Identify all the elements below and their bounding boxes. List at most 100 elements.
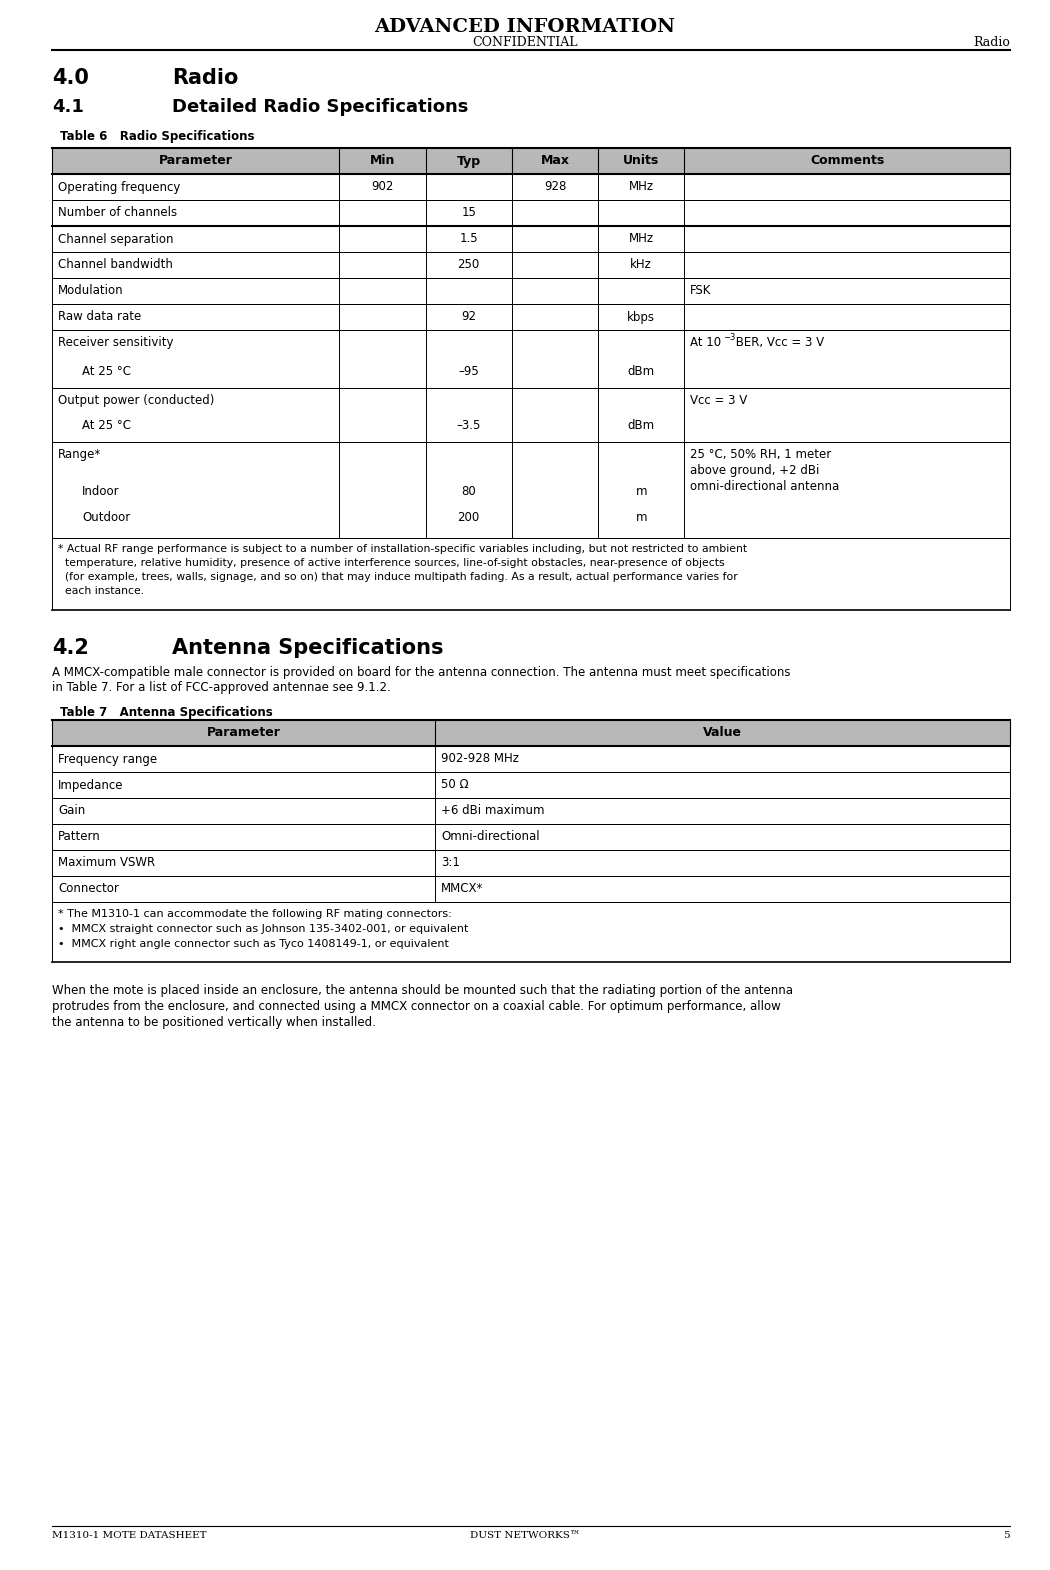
Bar: [52, 226, 1010, 253]
Text: Parameter: Parameter: [159, 154, 233, 168]
Text: 4.0: 4.0: [52, 68, 89, 88]
Text: Parameter: Parameter: [207, 727, 280, 739]
Text: MMCX*: MMCX*: [441, 882, 484, 895]
Text: 200: 200: [458, 510, 480, 524]
Text: Number of channels: Number of channels: [58, 207, 177, 220]
Text: –95: –95: [459, 364, 479, 378]
Bar: [52, 772, 1010, 798]
Text: (for example, trees, walls, signage, and so on) that may induce multipath fading: (for example, trees, walls, signage, and…: [58, 571, 738, 582]
Text: 50 Ω: 50 Ω: [441, 779, 469, 791]
Text: Radio: Radio: [973, 36, 1010, 49]
Text: 25 °C, 50% RH, 1 meter: 25 °C, 50% RH, 1 meter: [690, 447, 832, 462]
Text: •  MMCX right angle connector such as Tyco 1408149-1, or equivalent: • MMCX right angle connector such as Tyc…: [58, 939, 449, 948]
Text: Receiver sensitivity: Receiver sensitivity: [58, 336, 173, 349]
Text: Vcc = 3 V: Vcc = 3 V: [690, 394, 748, 407]
Text: CONFIDENTIAL: CONFIDENTIAL: [472, 36, 578, 49]
Text: BER, Vcc = 3 V: BER, Vcc = 3 V: [732, 336, 824, 349]
Text: Modulation: Modulation: [58, 284, 124, 297]
Text: Output power (conducted): Output power (conducted): [58, 394, 214, 407]
Text: Channel bandwidth: Channel bandwidth: [58, 259, 173, 272]
Text: Frequency range: Frequency range: [58, 752, 158, 766]
Bar: [52, 174, 1010, 199]
Bar: [52, 199, 1010, 226]
Text: Units: Units: [623, 154, 659, 168]
Text: temperature, relative humidity, presence of active interference sources, line-of: temperature, relative humidity, presence…: [58, 557, 724, 568]
Text: −3: −3: [723, 333, 736, 342]
Bar: [52, 305, 1010, 330]
Text: +6 dBi maximum: +6 dBi maximum: [441, 804, 545, 818]
Bar: [52, 824, 1010, 849]
Text: 4.2: 4.2: [52, 637, 89, 658]
Text: Connector: Connector: [58, 882, 119, 895]
Text: * The M1310-1 can accommodate the following RF mating connectors:: * The M1310-1 can accommodate the follow…: [58, 909, 452, 918]
Text: A MMCX-compatible male connector is provided on board for the antenna connection: A MMCX-compatible male connector is prov…: [52, 666, 791, 678]
Text: dBm: dBm: [628, 419, 655, 432]
Bar: [52, 148, 1010, 174]
Bar: [52, 443, 1010, 539]
Text: above ground, +2 dBi: above ground, +2 dBi: [690, 465, 820, 477]
Text: 902-928 MHz: 902-928 MHz: [441, 752, 519, 766]
Text: FSK: FSK: [690, 284, 712, 297]
Text: Table 6   Radio Specifications: Table 6 Radio Specifications: [60, 130, 254, 143]
Text: Typ: Typ: [457, 154, 481, 168]
Text: protrudes from the enclosure, and connected using a MMCX connector on a coaxial : protrudes from the enclosure, and connec…: [52, 1000, 781, 1013]
Text: 250: 250: [458, 259, 480, 272]
Bar: [52, 330, 1010, 388]
Bar: [52, 721, 1010, 746]
Text: m: m: [635, 510, 647, 524]
Text: When the mote is placed inside an enclosure, the antenna should be mounted such : When the mote is placed inside an enclos…: [52, 984, 793, 997]
Text: Gain: Gain: [58, 804, 85, 818]
Text: 3:1: 3:1: [441, 857, 460, 870]
Bar: [52, 798, 1010, 824]
Text: 902: 902: [372, 181, 394, 193]
Text: Antenna Specifications: Antenna Specifications: [172, 637, 443, 658]
Bar: [52, 849, 1010, 876]
Text: Indoor: Indoor: [82, 485, 120, 498]
Text: Outdoor: Outdoor: [82, 510, 130, 524]
Bar: [52, 746, 1010, 772]
Bar: [52, 876, 1010, 903]
Text: in Table 7. For a list of FCC-approved antennae see 9.1.2.: in Table 7. For a list of FCC-approved a…: [52, 681, 391, 694]
Text: each instance.: each instance.: [58, 586, 144, 597]
Text: Detailed Radio Specifications: Detailed Radio Specifications: [172, 97, 468, 116]
Text: * Actual RF range performance is subject to a number of installation-specific va: * Actual RF range performance is subject…: [58, 543, 748, 554]
Text: Channel separation: Channel separation: [58, 232, 173, 245]
Text: 4.1: 4.1: [52, 97, 84, 116]
Text: Pattern: Pattern: [58, 831, 101, 843]
Text: Min: Min: [370, 154, 395, 168]
Text: the antenna to be positioned vertically when installed.: the antenna to be positioned vertically …: [52, 1016, 376, 1028]
Bar: [52, 539, 1010, 611]
Text: –3.5: –3.5: [457, 419, 481, 432]
Text: 5: 5: [1004, 1531, 1010, 1540]
Text: MHz: MHz: [629, 232, 654, 245]
Text: ADVANCED INFORMATION: ADVANCED INFORMATION: [375, 17, 675, 36]
Text: Radio: Radio: [172, 68, 238, 88]
Bar: [52, 253, 1010, 278]
Bar: [52, 388, 1010, 443]
Text: At 10: At 10: [690, 336, 721, 349]
Text: 928: 928: [544, 181, 566, 193]
Text: omni-directional antenna: omni-directional antenna: [690, 480, 840, 493]
Text: Raw data rate: Raw data rate: [58, 311, 142, 323]
Text: Table 7   Antenna Specifications: Table 7 Antenna Specifications: [60, 706, 273, 719]
Text: •  MMCX straight connector such as Johnson 135-3402-001, or equivalent: • MMCX straight connector such as Johnso…: [58, 925, 468, 934]
Text: Maximum VSWR: Maximum VSWR: [58, 857, 155, 870]
Text: MHz: MHz: [629, 181, 654, 193]
Bar: [52, 903, 1010, 962]
Text: At 25 °C: At 25 °C: [82, 364, 131, 378]
Text: Range*: Range*: [58, 447, 101, 462]
Text: kbps: kbps: [627, 311, 655, 323]
Text: At 25 °C: At 25 °C: [82, 419, 131, 432]
Text: DUST NETWORKS™: DUST NETWORKS™: [470, 1531, 580, 1540]
Bar: [52, 278, 1010, 305]
Text: kHz: kHz: [630, 259, 652, 272]
Text: 80: 80: [461, 485, 476, 498]
Text: m: m: [635, 485, 647, 498]
Text: Max: Max: [541, 154, 569, 168]
Text: 1.5: 1.5: [460, 232, 478, 245]
Text: Value: Value: [704, 727, 742, 739]
Text: Impedance: Impedance: [58, 779, 124, 791]
Text: 92: 92: [461, 311, 477, 323]
Text: 15: 15: [461, 207, 476, 220]
Text: Operating frequency: Operating frequency: [58, 181, 181, 193]
